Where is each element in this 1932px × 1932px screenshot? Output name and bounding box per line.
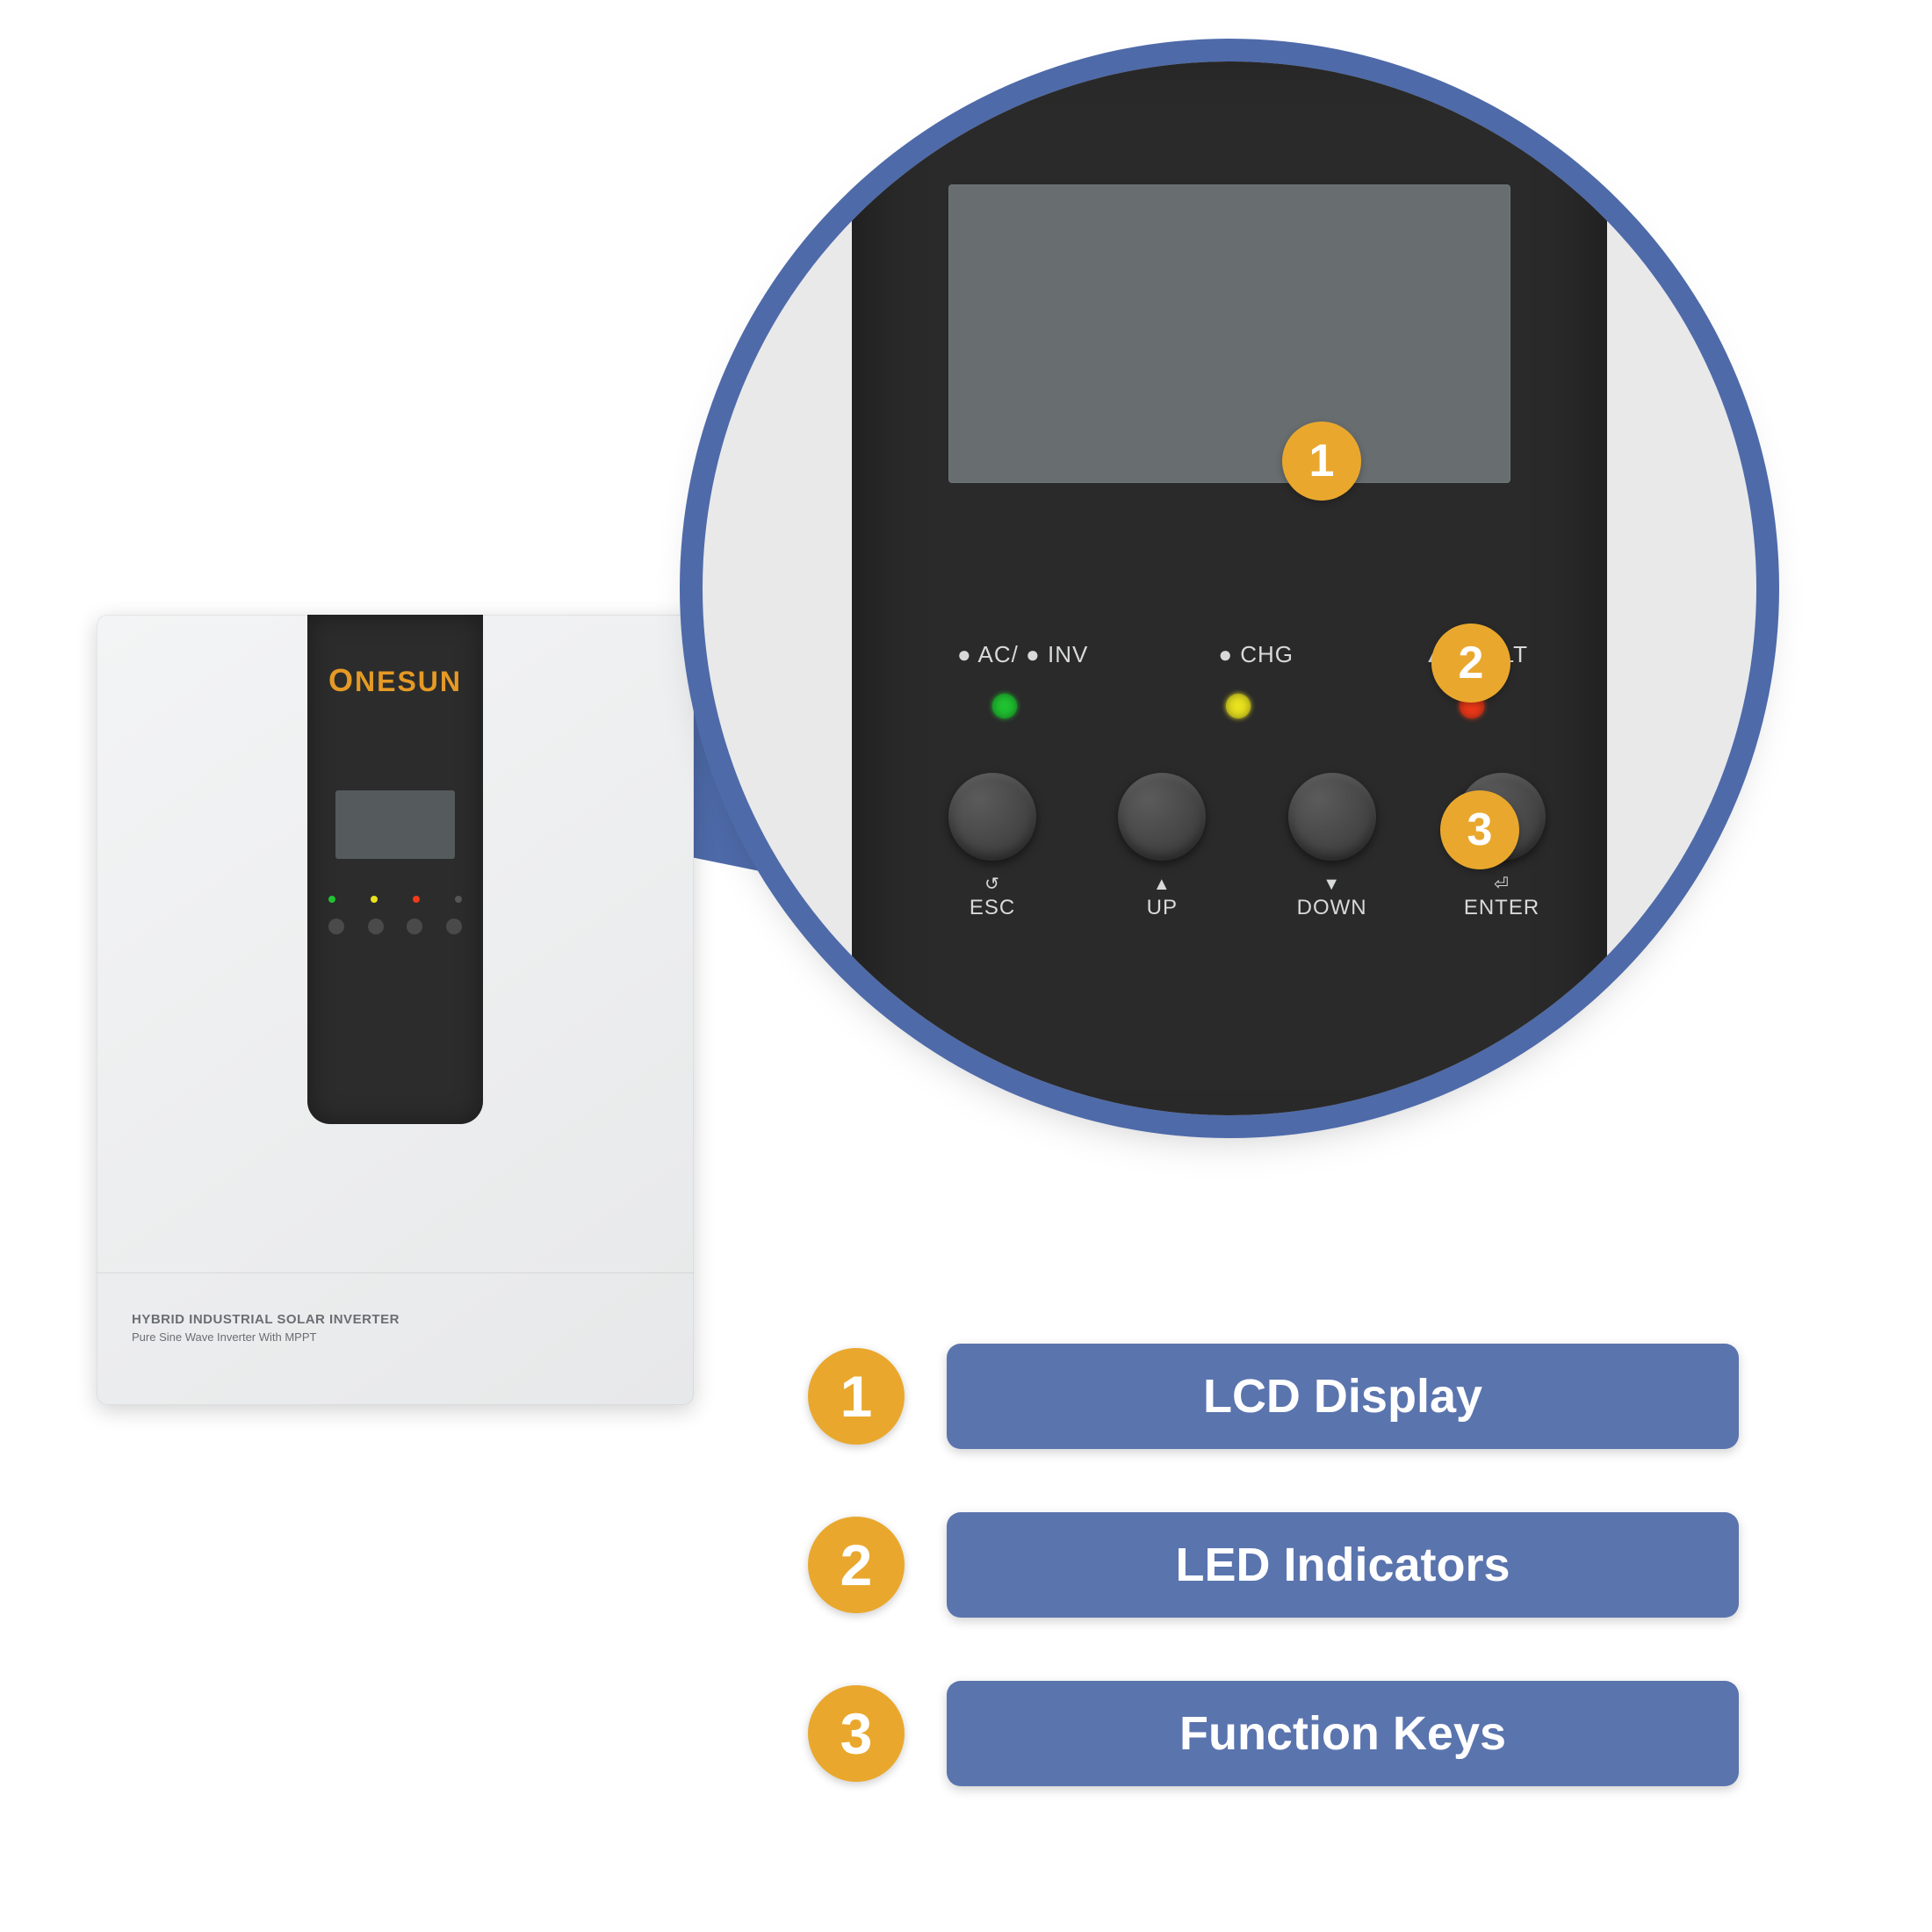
esc-label: ESC [970,896,1015,919]
up-button[interactable] [1118,773,1206,861]
down-label: DOWN [1297,896,1367,919]
legend-label-1: LCD Display [947,1344,1739,1449]
legend-row-1: 1 LCD Display [808,1344,1739,1449]
product-thumbnail: ONESUN HYBRID INDUSTRIAL SOLAR INVERTER … [97,615,694,1405]
brand-logo: ONESUN [328,662,462,699]
brand-name: NESUN [355,666,462,697]
callout-badge-3: 3 [1440,790,1519,869]
legend-label-3: Function Keys [947,1681,1739,1786]
up-label: UP [1147,896,1178,919]
product-subtitle: Pure Sine Wave Inverter With MPPT [132,1330,400,1344]
callout-badge-1: 1 [1282,422,1361,501]
esc-button[interactable] [948,773,1036,861]
legend-label-2: LED Indicators [947,1512,1739,1618]
up-icon: ▲ [1118,878,1206,890]
led-indicator-row [992,694,1484,718]
legend-num-3: 3 [808,1685,905,1782]
lcd-display [948,184,1510,483]
legend-row-2: 2 LED Indicators [808,1512,1739,1618]
enter-label: ENTER [1464,896,1539,919]
function-key-labels: ↺ ESC ▲ UP ▼ DOWN ⏎ ENTER [948,878,1546,920]
legend-num-1: 1 [808,1348,905,1445]
product-front-panel: ONESUN [307,615,483,1124]
down-icon: ▼ [1288,878,1376,890]
brand-prefix: O [328,662,355,698]
esc-icon: ↺ [948,878,1036,890]
led-label-chg: ● CHG [1218,641,1294,668]
led-chg [1226,694,1251,718]
zoom-detail: ● AC/ ● INV ● CHG ▲ FAULT ↺ESC [703,61,1756,1115]
enter-icon: ⏎ [1458,878,1546,890]
down-button[interactable] [1288,773,1376,861]
zoom-panel: ● AC/ ● INV ● CHG ▲ FAULT ↺ESC [852,61,1607,1115]
led-acinv [992,694,1017,718]
product-title: HYBRID INDUSTRIAL SOLAR INVERTER [132,1312,400,1327]
legend-num-2: 2 [808,1517,905,1613]
mini-led-row [328,896,462,903]
led-label-acinv: ● AC/ ● INV [957,641,1088,668]
legend-row-3: 3 Function Keys [808,1681,1739,1786]
mini-button-row [328,919,462,934]
legend: 1 LCD Display 2 LED Indicators 3 Functio… [808,1344,1739,1849]
mini-lcd [335,790,455,859]
callout-badge-2: 2 [1431,624,1510,703]
